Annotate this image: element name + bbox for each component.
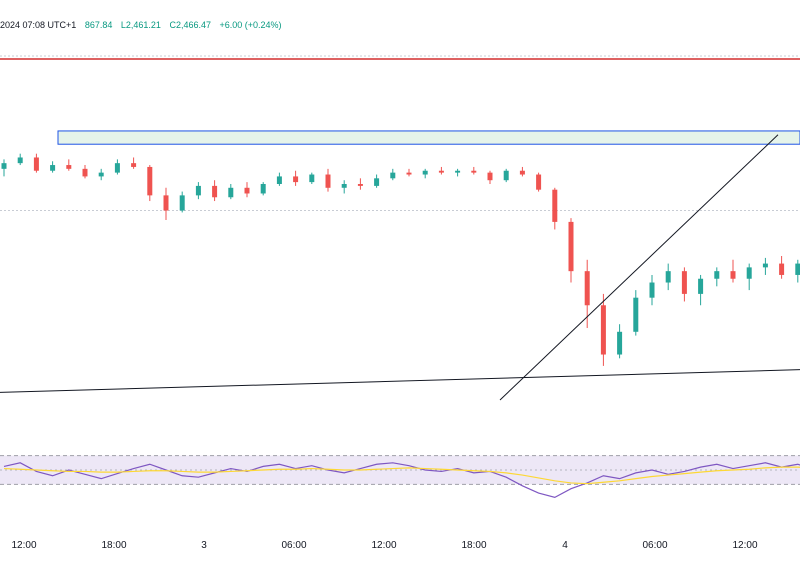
candle-body: [762, 263, 768, 268]
candle-body: [114, 163, 120, 173]
candle-body: [66, 165, 72, 169]
candle-body: [746, 267, 752, 279]
ohlc-datetime: 2024 07:08 UTC+1: [0, 20, 77, 30]
candle-body: [98, 172, 104, 177]
x-tick-label: 4: [562, 540, 568, 551]
candle-body: [374, 178, 380, 186]
candle-body: [325, 174, 331, 188]
candle-body: [649, 282, 655, 298]
rising-trend-line: [499, 134, 779, 401]
candle-body: [455, 170, 461, 173]
candle-body: [617, 331, 623, 355]
candle-body: [584, 271, 590, 306]
candle-body: [131, 163, 137, 167]
candle-body: [212, 185, 218, 198]
candle-body: [293, 176, 299, 183]
ohlc-low: 2,461.21: [125, 20, 161, 30]
x-tick-label: 06:00: [642, 540, 667, 551]
candle-body: [795, 263, 800, 275]
main-pane: [0, 55, 800, 401]
candle-body: [33, 157, 39, 171]
rsi-pane: [0, 455, 800, 499]
candle-body: [244, 187, 250, 194]
x-tick-label: 12:00: [732, 540, 757, 551]
candle-body: [179, 195, 185, 211]
x-tick-label: 3: [201, 540, 207, 551]
rsi-ma-line: [3, 466, 800, 485]
ohlc-close-label: C: [169, 20, 176, 30]
candle-body: [147, 166, 153, 196]
candle-body: [276, 176, 282, 184]
rsi-line: [3, 462, 800, 499]
candle-body: [195, 185, 201, 196]
candle-body: [519, 170, 525, 175]
candle-body: [471, 170, 477, 173]
ohlc-open: 867.84: [84, 20, 113, 30]
candle-body: [438, 170, 444, 173]
ohlc-change: +6.00 (+0.24%): [219, 20, 282, 30]
candle-body: [163, 195, 169, 211]
candle-body: [633, 297, 639, 332]
ohlc-close: 2,466.47: [175, 20, 211, 30]
candle-body: [357, 184, 363, 186]
candle-body: [552, 189, 558, 222]
candle-body: [406, 172, 412, 175]
x-tick-label: 12:00: [11, 540, 36, 551]
candle-body: [568, 221, 574, 272]
candle-body: [390, 172, 396, 179]
support-trend-line: [0, 369, 800, 393]
candle-body: [82, 168, 88, 177]
candle-body: [730, 271, 736, 279]
ohlc-low-label: L: [120, 20, 126, 30]
resistance-zone: [57, 130, 800, 145]
candle-body: [487, 172, 493, 181]
ohlc-legend: 2024 07:08 UTC+1 867.84 L2,461.21 C2,466…: [0, 20, 282, 30]
candle-body: [503, 170, 509, 181]
candle-body: [422, 170, 428, 175]
candle-body: [17, 157, 23, 164]
candle-body: [228, 187, 234, 198]
x-axis: 12:00 18:00 3 06:00 12:00 18:00 4 06:00 12:00: [11, 540, 757, 551]
candle-body: [1, 163, 7, 169]
candle-body: [600, 305, 606, 355]
x-tick-label: 12:00: [371, 540, 396, 551]
candle-body: [665, 271, 671, 283]
candle-body: [50, 165, 56, 171]
candle-body: [260, 184, 266, 194]
candle-body: [681, 271, 687, 294]
x-tick-label: 06:00: [281, 540, 306, 551]
candle-body: [698, 278, 704, 294]
x-tick-label: 18:00: [461, 540, 486, 551]
candle-body: [536, 174, 542, 190]
candle-body: [341, 184, 347, 188]
candle-body: [779, 263, 785, 275]
x-tick-label: 18:00: [101, 540, 126, 551]
candle-body: [714, 271, 720, 279]
candle-body: [309, 174, 315, 183]
